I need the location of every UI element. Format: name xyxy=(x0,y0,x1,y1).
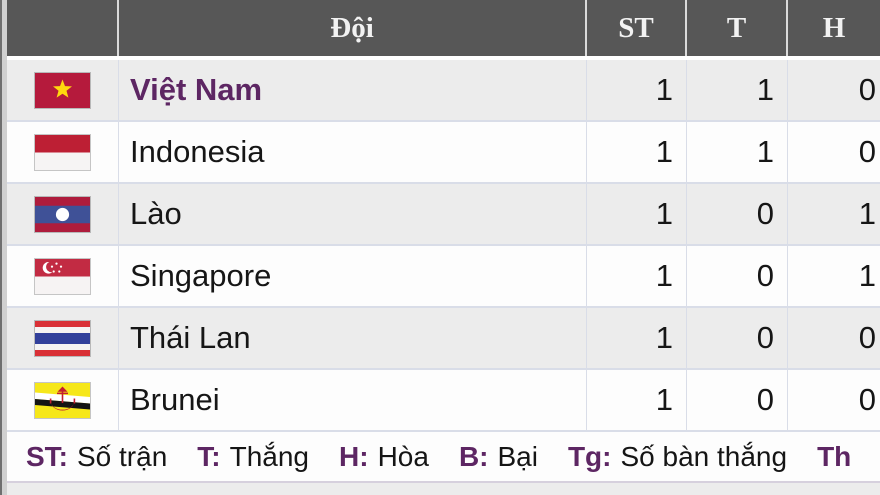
brunei-flag-icon xyxy=(34,381,91,419)
stat-h: 1 xyxy=(858,196,876,231)
stat-t: 0 xyxy=(687,246,788,306)
column-header-flag xyxy=(7,0,119,56)
table-row: Indonesia 1 1 0 xyxy=(7,122,880,184)
stat-h: 0 xyxy=(858,382,876,417)
singapore-flag-icon xyxy=(34,257,91,295)
legend-item-tg: Tg: Số bàn thắng xyxy=(567,440,788,472)
table-row: Lào 1 0 1 xyxy=(7,184,880,246)
table-header-row: Đội ST T H xyxy=(7,0,880,56)
column-header-st: ST xyxy=(587,0,687,56)
team-name: Brunei xyxy=(130,382,220,417)
table-row: Singapore 1 0 1 xyxy=(7,246,880,308)
stat-st: 1 xyxy=(587,308,687,368)
table-left-border xyxy=(0,0,7,495)
stat-st: 1 xyxy=(587,184,687,244)
table-row: Việt Nam 1 1 0 xyxy=(7,60,880,122)
team-name: Singapore xyxy=(130,258,272,293)
legend-item-t: T: Thắng xyxy=(197,440,310,472)
column-header-t: T xyxy=(687,0,788,56)
bottom-section-edge xyxy=(7,481,880,495)
stat-t: 0 xyxy=(687,308,788,368)
stat-t: 1 xyxy=(687,60,788,120)
laos-flag-icon xyxy=(34,195,91,233)
vietnam-flag-icon xyxy=(34,71,91,109)
stat-h: 1 xyxy=(858,258,876,293)
table-row: Thái Lan 1 0 0 xyxy=(7,308,880,370)
stat-st: 1 xyxy=(587,60,687,120)
stat-t: 0 xyxy=(687,370,788,430)
stat-t: 0 xyxy=(687,184,788,244)
column-header-h: H xyxy=(822,11,846,44)
table-row: Brunei 1 0 0 xyxy=(7,370,880,432)
stat-st: 1 xyxy=(587,122,687,182)
team-name: Thái Lan xyxy=(130,320,251,355)
stat-h: 0 xyxy=(858,320,876,355)
team-name[interactable]: Việt Nam xyxy=(130,72,263,107)
thailand-flag-icon xyxy=(34,319,91,357)
stat-h: 0 xyxy=(858,134,876,169)
stat-t: 1 xyxy=(687,122,788,182)
legend-item-h: H: Hòa xyxy=(339,440,429,472)
team-name: Indonesia xyxy=(130,134,265,169)
team-name: Lào xyxy=(130,196,182,231)
column-header-team: Đội xyxy=(119,0,587,56)
legend-item-b: B: Bại xyxy=(458,440,538,472)
stat-h: 0 xyxy=(858,72,876,107)
stat-st: 1 xyxy=(587,370,687,430)
legend-item-th-cut: Th xyxy=(817,440,852,472)
legend-item-st: ST: Số trận xyxy=(26,440,168,472)
indonesia-flag-icon xyxy=(34,133,91,171)
stat-st: 1 xyxy=(587,246,687,306)
legend: ST: Số trận T: Thắng H: Hòa B: Bại Tg: S… xyxy=(7,432,880,481)
